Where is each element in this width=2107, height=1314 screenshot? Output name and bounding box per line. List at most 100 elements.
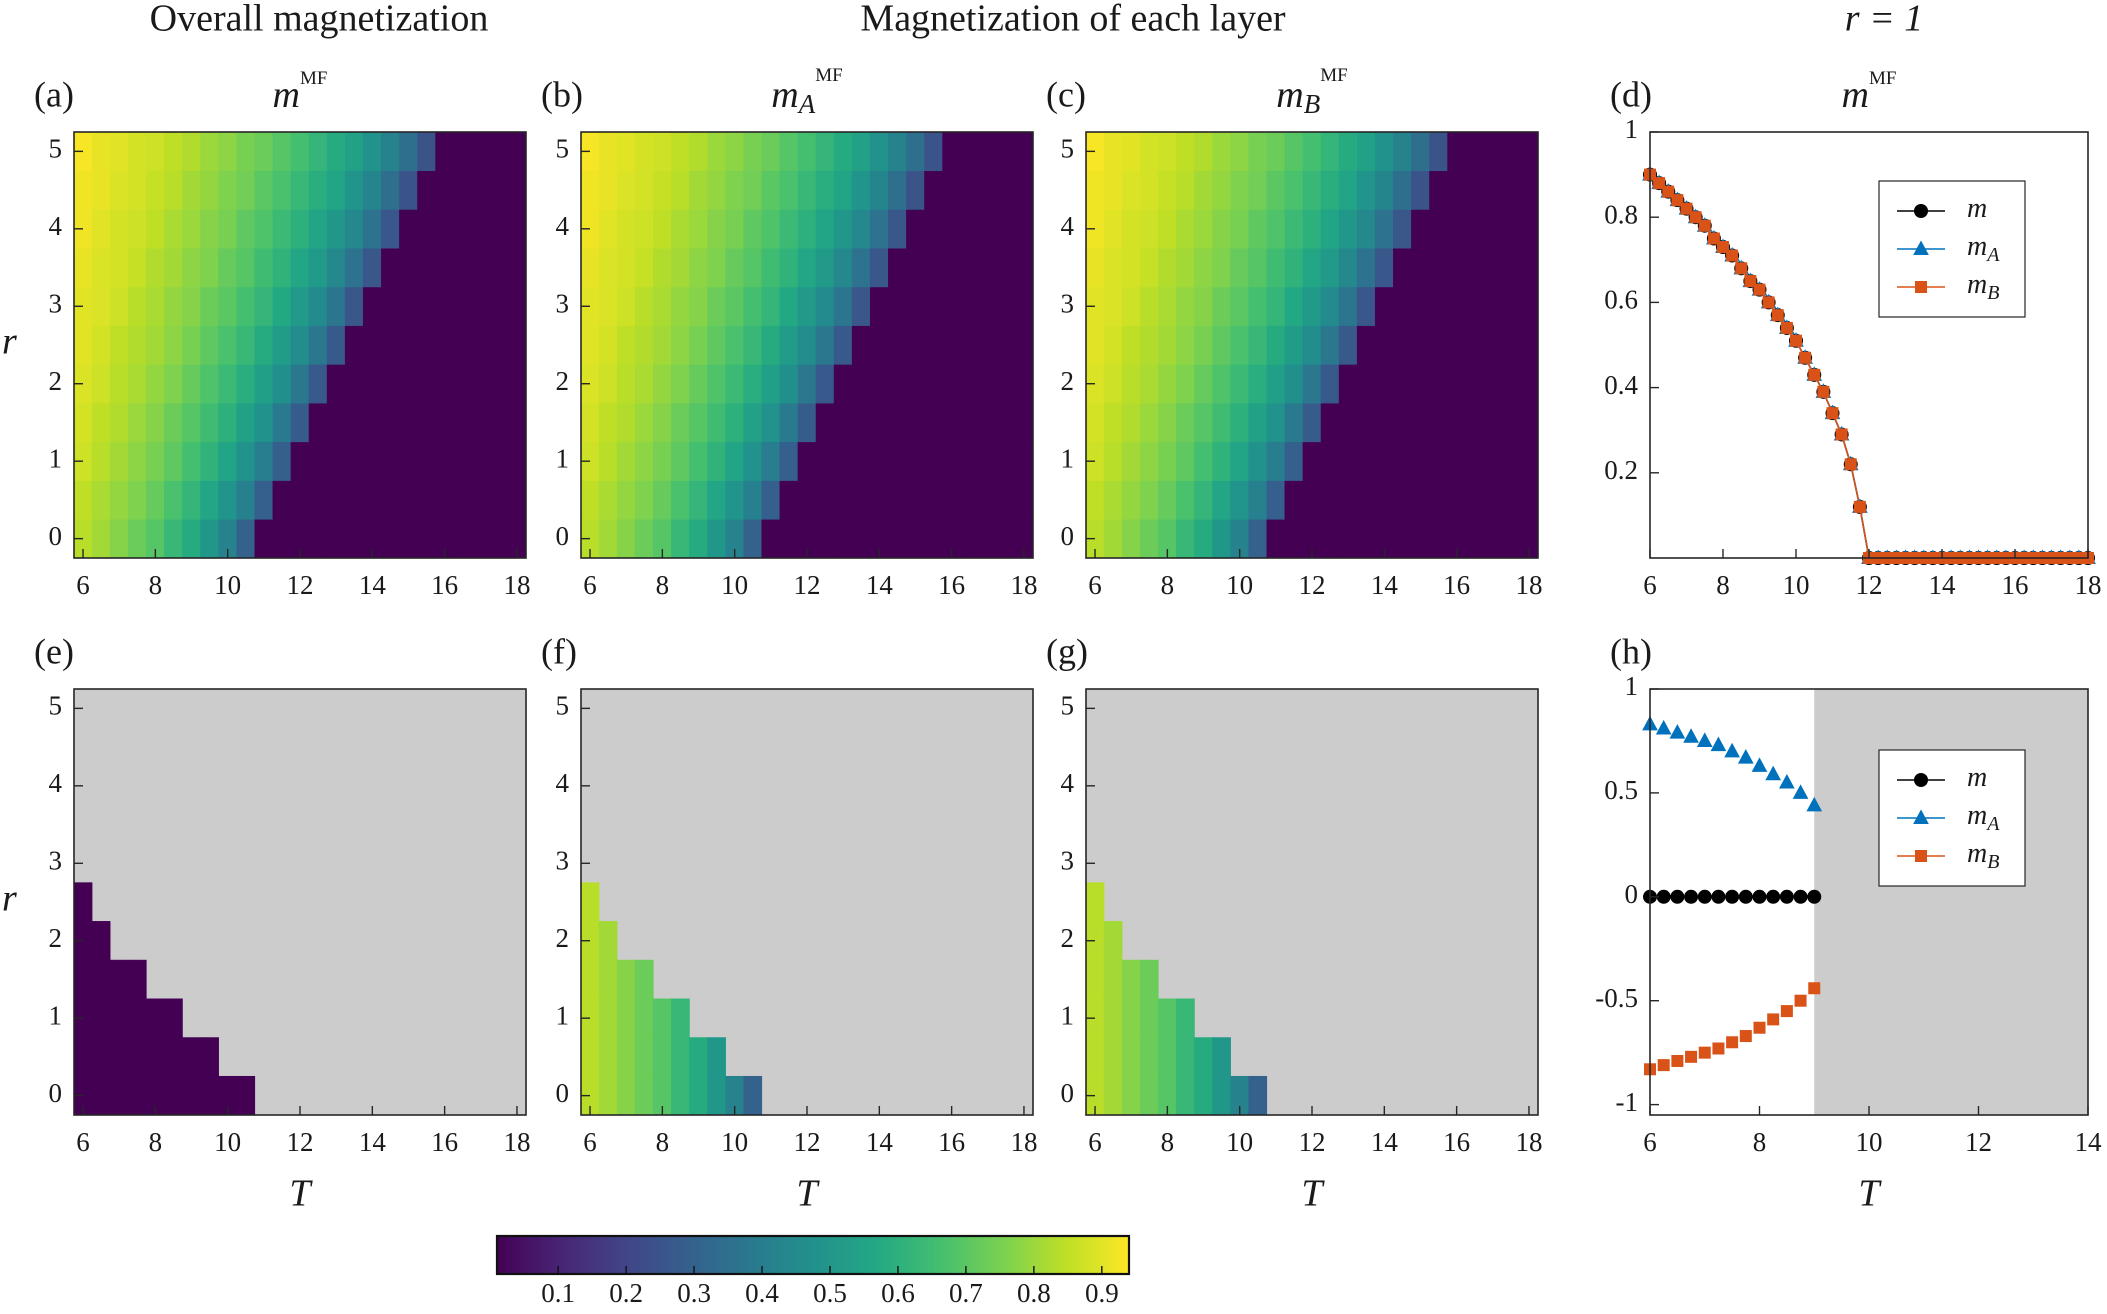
- heatmap-cell: [616, 480, 636, 520]
- colorbar-tick-label: 0.5: [813, 1278, 847, 1308]
- heatmap-cell: [797, 170, 817, 210]
- heatmap-cell: [725, 209, 745, 249]
- heatmap-cell: [671, 518, 690, 559]
- heatmap-cell: [634, 170, 654, 210]
- y-tick-label: 0: [556, 521, 570, 551]
- heatmap-cell: [1139, 209, 1159, 249]
- y-tick-label: 0.8: [1604, 199, 1638, 229]
- heatmap-cell: [236, 441, 256, 481]
- heatmap-cell: [1320, 247, 1340, 288]
- heatmap-cell: [1230, 247, 1250, 288]
- heatmap-cell: [906, 131, 925, 172]
- heatmap-cell: [254, 480, 274, 520]
- marker: [1817, 385, 1830, 398]
- heatmap-cell: [164, 170, 183, 210]
- x-tick-label: 8: [1753, 1127, 1767, 1157]
- heatmap-cell: [1194, 131, 1213, 172]
- marker: [1771, 309, 1784, 322]
- heatmap-cell: [1356, 441, 1376, 481]
- heatmap-cell: [725, 170, 745, 210]
- heatmap-cell: [218, 325, 238, 365]
- heatmap-cell: [182, 247, 201, 288]
- heatmap-cell: [707, 325, 726, 365]
- heatmap-cell: [797, 286, 817, 326]
- heatmap-cell: [1519, 170, 1539, 210]
- x-tick-label: 6: [1643, 1127, 1657, 1157]
- heatmap-cell: [779, 131, 799, 172]
- heatmap-cell: [689, 247, 708, 288]
- heatmap-cell: [1374, 131, 1394, 172]
- heatmap-cell: [1194, 1075, 1213, 1116]
- x-tick-label: 6: [1088, 1127, 1102, 1157]
- y-tick-label: 2: [1061, 923, 1075, 953]
- heatmap-cell: [978, 209, 998, 249]
- heatmap-cell: [1374, 441, 1394, 481]
- legend-label: mB: [1967, 838, 1999, 872]
- heatmap-cell: [598, 402, 618, 443]
- heatmap-cell: [888, 247, 907, 288]
- heatmap-cell: [362, 441, 382, 481]
- heatmap-cell: [381, 286, 400, 326]
- heatmap-cell: [507, 131, 527, 172]
- heatmap-cell: [869, 441, 889, 481]
- heatmap-cell: [1158, 170, 1177, 210]
- heatmap-cell: [1121, 170, 1141, 210]
- heatmap-cell: [653, 325, 672, 365]
- x-tick-label: 16: [1443, 570, 1470, 600]
- heatmap-cell: [906, 286, 925, 326]
- heatmap-cell: [1447, 286, 1466, 326]
- y-tick-label: 0.2: [1604, 455, 1638, 485]
- panel-label: (a): [34, 74, 74, 114]
- heatmap-cell: [344, 325, 364, 365]
- x-tick-label: 8: [1161, 570, 1175, 600]
- heatmap-cell: [200, 402, 219, 443]
- marker: [1799, 351, 1812, 364]
- heatmap-cell: [1176, 1037, 1195, 1077]
- heatmap-cell: [453, 402, 473, 443]
- marker: [1711, 889, 1726, 904]
- x-tick-label: 12: [287, 570, 314, 600]
- heatmap-cell: [1411, 364, 1430, 404]
- heatmap-cell: [218, 131, 238, 172]
- heatmap-cell: [417, 518, 436, 559]
- heatmap-cell: [1158, 247, 1177, 288]
- heatmap-cell: [960, 518, 980, 559]
- heatmap-cell: [326, 480, 346, 520]
- heatmap-cell: [888, 402, 907, 443]
- heatmap-cell: [489, 286, 509, 326]
- heatmap-cell: [1447, 209, 1466, 249]
- heatmap-cell: [580, 247, 600, 288]
- heatmap-cell: [1014, 441, 1034, 481]
- heatmap-cell: [1302, 247, 1322, 288]
- x-tick-label: 6: [1643, 570, 1657, 600]
- heatmap-cell: [1121, 131, 1141, 172]
- y-tick-label: -1: [1616, 1087, 1639, 1117]
- heatmap-cell: [344, 286, 364, 326]
- marker: [1793, 889, 1808, 904]
- marker: [1717, 241, 1729, 254]
- heatmap-cell: [1356, 402, 1376, 443]
- heatmap-cell: [1176, 998, 1195, 1038]
- heatmap-cell: [182, 170, 201, 210]
- heatmap-cell: [435, 170, 454, 210]
- heatmap-cell: [1302, 480, 1322, 520]
- heatmap-cell: [616, 325, 636, 365]
- heatmap-cell: [671, 209, 690, 249]
- heatmap-cell: [689, 364, 708, 404]
- heatmap-cell: [272, 518, 292, 559]
- heatmap-cell: [815, 441, 835, 481]
- heatmap-cell: [960, 325, 980, 365]
- heatmap-cell: [1429, 480, 1448, 520]
- heatmap-cell: [453, 441, 473, 481]
- heatmap-cell: [146, 247, 165, 288]
- heatmap-cell: [1320, 325, 1340, 365]
- heatmap-cell: [869, 325, 889, 365]
- heatmap-cell: [906, 402, 925, 443]
- heatmap-cell: [1320, 480, 1340, 520]
- heatmap-cell: [344, 131, 364, 172]
- heatmap-cell: [743, 364, 763, 404]
- heatmap-cell: [942, 480, 961, 520]
- y-tick-label: 1: [49, 1000, 63, 1030]
- heatmap-cell: [182, 325, 201, 365]
- heatmap-cell: [1139, 441, 1159, 481]
